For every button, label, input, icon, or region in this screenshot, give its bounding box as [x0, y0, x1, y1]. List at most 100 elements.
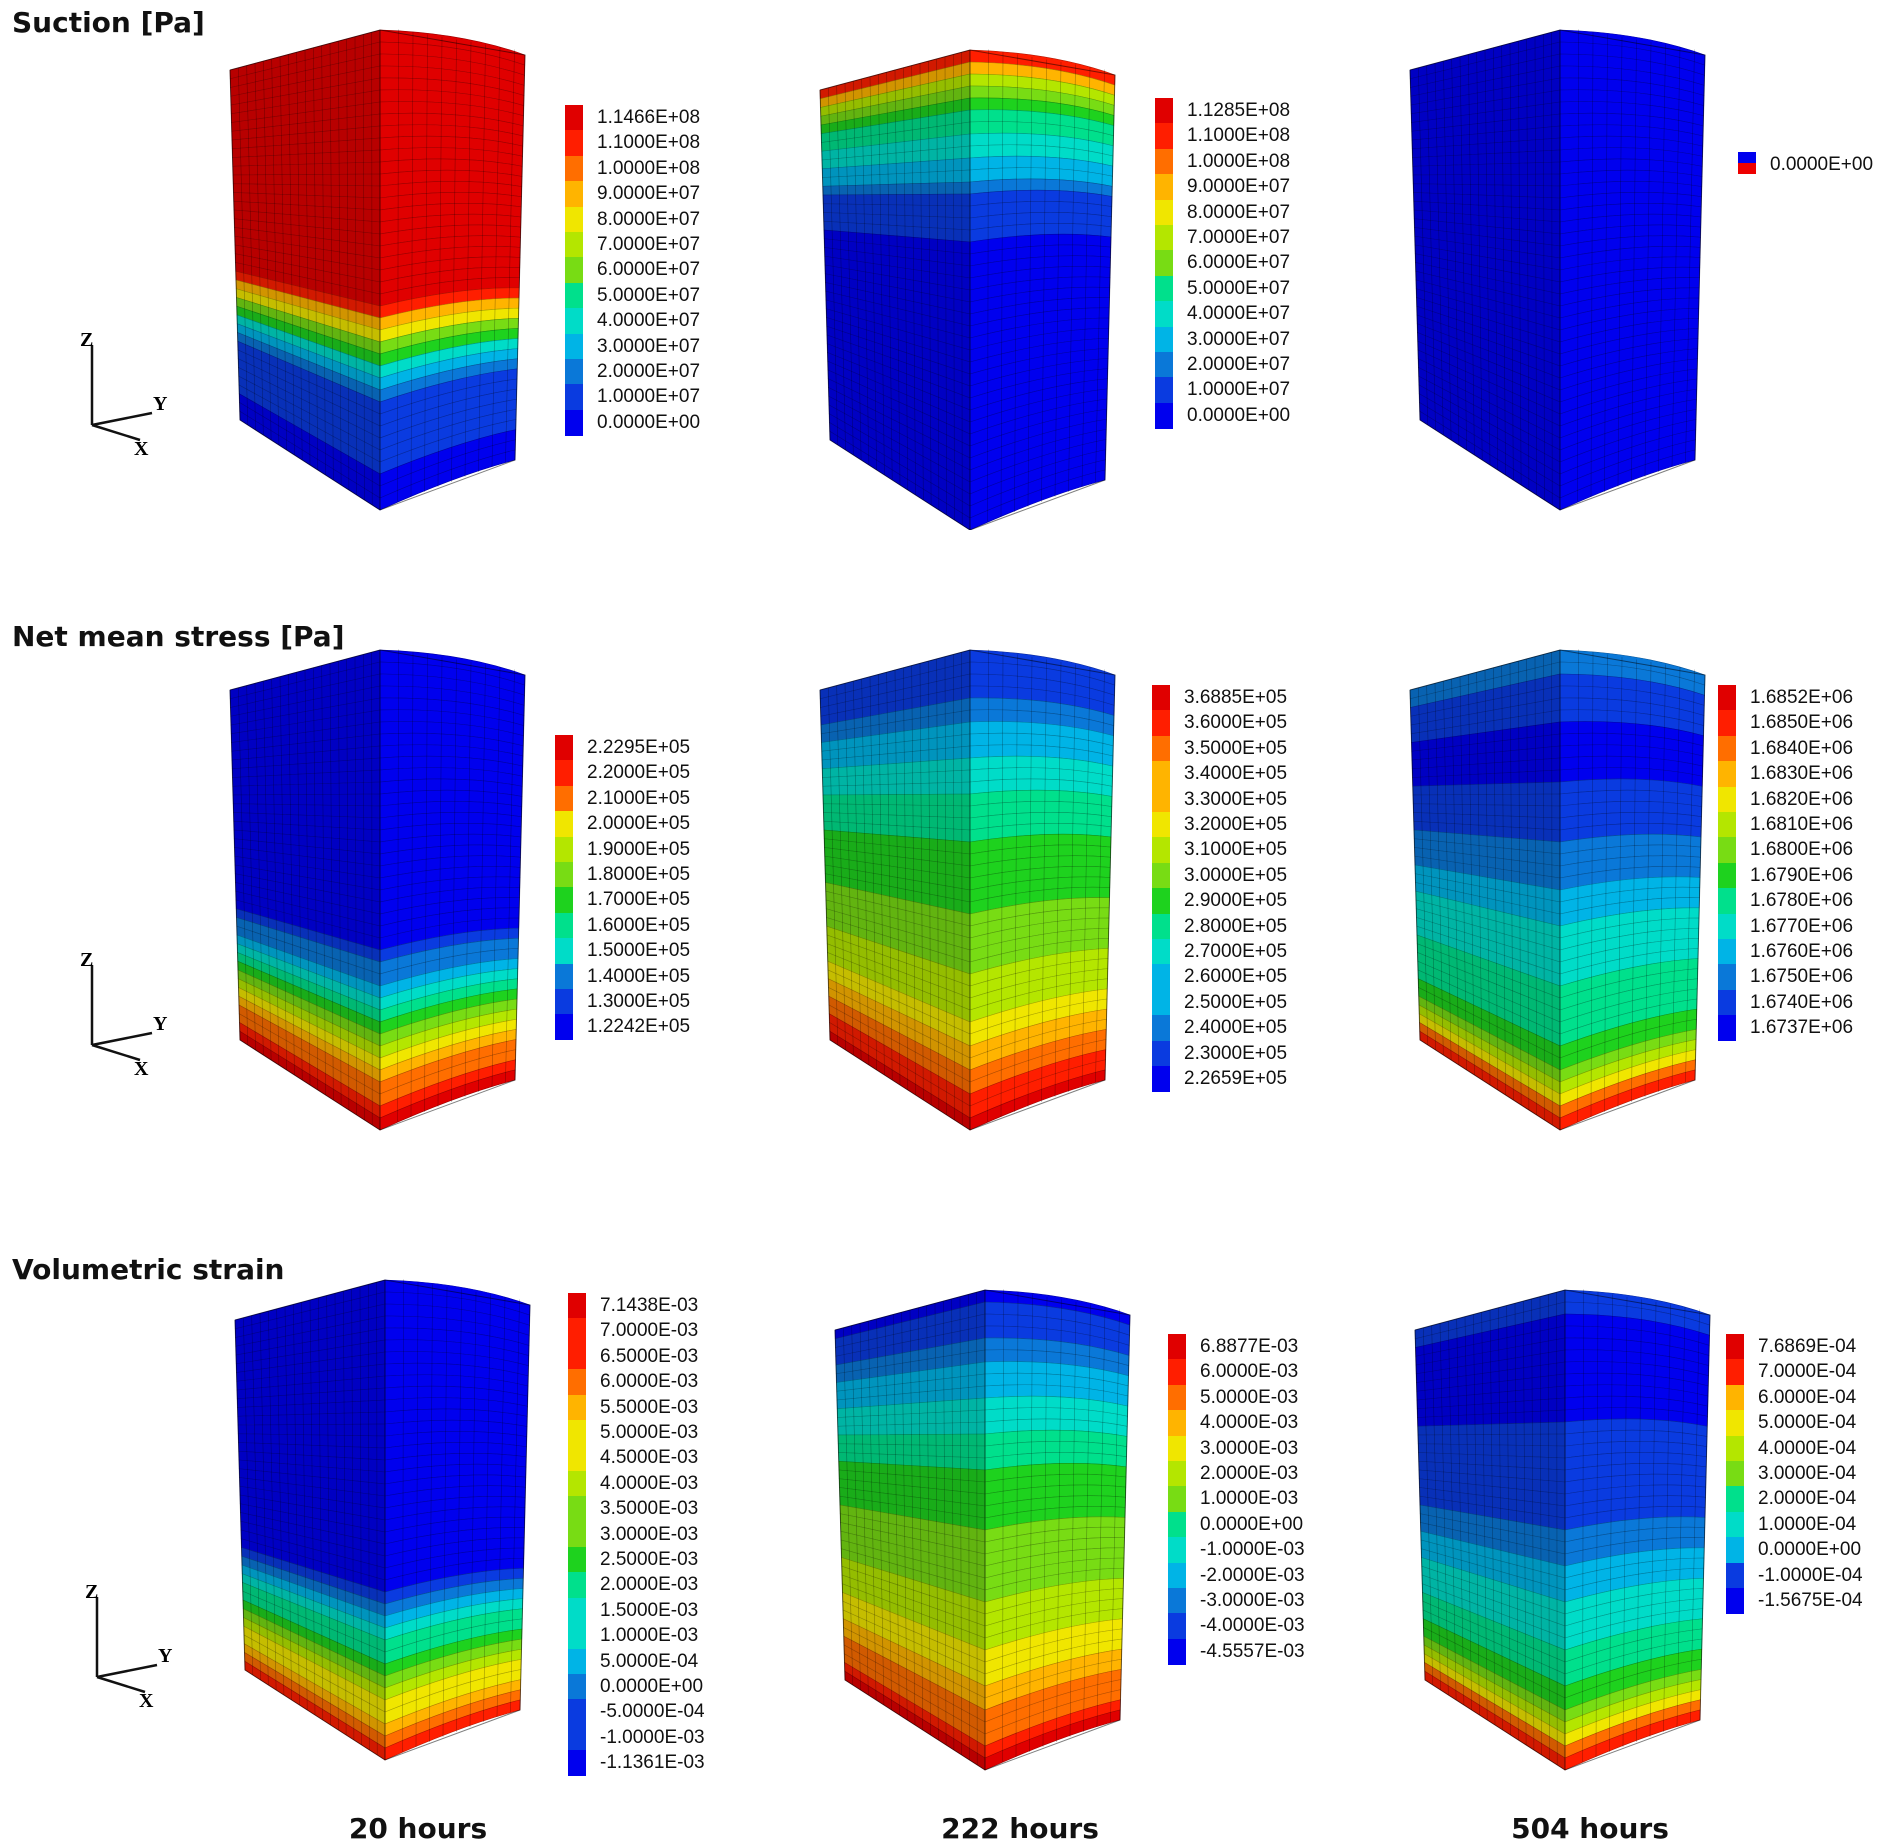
legend-label: 5.0000E+07: [1187, 277, 1291, 299]
block-faces: [234, 1279, 531, 1761]
legend-item: 1.6800E+06: [1718, 837, 1892, 864]
legend-item: 2.2295E+05: [555, 735, 815, 761]
legend-item: 2.9000E+05: [1152, 888, 1412, 915]
legend-swatch: [555, 887, 573, 914]
legend-label: 3.4000E+05: [1184, 763, 1288, 785]
legend-swatch: [1726, 1334, 1744, 1360]
legend-label: 2.8000E+05: [1184, 915, 1288, 937]
legend-item: 3.0000E-04: [1726, 1461, 1892, 1487]
legend-swatch: [568, 1597, 586, 1624]
legend-swatch: [555, 862, 573, 888]
legend-label: 4.0000E-04: [1758, 1437, 1857, 1459]
legend-label: 7.6869E-04: [1758, 1336, 1857, 1357]
legend-label: 1.6740E+06: [1750, 991, 1854, 1013]
column-label-222-hours: 222 hours: [941, 1812, 1099, 1845]
legend-swatch: [1155, 326, 1173, 353]
legend-swatch: [555, 963, 573, 990]
block-faces: [1414, 1289, 1711, 1771]
legend-label: 1.4000E+05: [587, 965, 691, 987]
legend-swatch: [568, 1369, 586, 1396]
legend-label: -1.0000E-03: [1200, 1539, 1305, 1561]
block-faces: [819, 49, 1116, 530]
legend-swatch: [1168, 1410, 1186, 1437]
legend-label: 1.0000E-04: [1758, 1513, 1857, 1535]
legend-swatch: [1718, 761, 1736, 788]
legend-label: 1.6760E+06: [1750, 941, 1854, 962]
legend-item: 3.6000E+05: [1152, 710, 1412, 737]
legend-swatch: [1155, 225, 1173, 251]
legend-item: 1.6780E+06: [1718, 888, 1892, 915]
legend-label: 8.0000E+07: [1187, 201, 1291, 223]
column-label-504-hours: 504 hours: [1511, 1812, 1669, 1845]
legend-label: 2.4000E+05: [1184, 1017, 1288, 1039]
legend-label: 1.9000E+05: [587, 838, 691, 860]
mesh-lines: [243, 1279, 520, 1756]
legend-item: 0.0000E+00: [1168, 1511, 1428, 1538]
legend-label: 2.0000E-03: [600, 1574, 699, 1596]
legend-item: 1.1466E+08: [565, 105, 825, 131]
legend-label: 1.1000E+08: [1187, 125, 1291, 147]
legend-swatch: [568, 1343, 586, 1370]
legend-label: 6.0000E+07: [597, 259, 701, 281]
legend-label: -1.5675E-04: [1758, 1590, 1863, 1611]
legend-swatch: [1718, 964, 1736, 991]
legend-swatch: [1168, 1588, 1186, 1614]
legend-item: 5.0000E+07: [565, 282, 825, 309]
legend-swatch: [1168, 1435, 1186, 1462]
block-faces: [819, 649, 1116, 1131]
block-volumetric-strain-222h: [834, 1289, 1131, 1771]
legend-swatch: [1152, 685, 1170, 711]
legend-label: 6.0000E-04: [1758, 1386, 1857, 1408]
legend-swatch: [1168, 1562, 1186, 1589]
legend-swatch: [555, 785, 573, 812]
legend-item: 3.3000E+05: [1152, 786, 1412, 813]
legend-item: 1.6000E+05: [555, 912, 815, 939]
legend-label: 2.0000E+07: [597, 361, 701, 382]
legend-item: 1.6760E+06: [1718, 939, 1892, 965]
legend-item: 5.0000E+07: [1155, 275, 1415, 302]
legend-item: 2.6000E+05: [1152, 964, 1412, 991]
legend-swatch: [568, 1521, 586, 1548]
legend-item: -4.5557E-03: [1168, 1638, 1428, 1665]
legend-item: 7.6869E-04: [1726, 1334, 1892, 1360]
legend-label: 1.0000E+07: [597, 386, 701, 408]
legend-item: 1.0000E+08: [565, 155, 825, 182]
legend-item: 2.0000E-03: [1168, 1461, 1428, 1487]
legend-swatch: [1726, 1410, 1744, 1437]
legend-label: 2.6000E+05: [1184, 966, 1288, 988]
legend-swatch: [1718, 786, 1736, 813]
legend-swatch: [565, 232, 583, 258]
legend-item: 0.0000E+00: [565, 409, 825, 436]
legend-item: 4.0000E+07: [1155, 301, 1415, 328]
axis-label-y: Y: [158, 1645, 173, 1667]
legend-swatch: [1152, 786, 1170, 813]
legend-label: 3.2000E+05: [1184, 814, 1288, 835]
legend-item: 2.0000E+07: [565, 359, 825, 385]
block-volumetric-strain-504h: [1414, 1289, 1711, 1771]
legend-label: 1.6820E+06: [1750, 788, 1854, 810]
legend-label: 1.3000E+05: [587, 991, 691, 1012]
legend-item: 2.2000E+05: [555, 760, 815, 787]
legend-swatch: [1168, 1359, 1186, 1386]
legend-item: 2.5000E+05: [1152, 989, 1412, 1016]
legend-swatch: [565, 333, 583, 360]
legend-swatch: [1168, 1613, 1186, 1640]
legend-item: 3.6885E+05: [1152, 685, 1412, 711]
legend-label: 3.3000E+05: [1184, 788, 1288, 810]
legend-label: 1.0000E-03: [1200, 1488, 1299, 1510]
legend-swatch: [568, 1394, 586, 1421]
legend-swatch: [1726, 1537, 1744, 1564]
legend-label: 2.0000E+07: [1187, 354, 1291, 375]
legend-swatch: [1726, 1511, 1744, 1538]
legend-item: 1.0000E+08: [1155, 148, 1415, 175]
legend-item: 1.5000E-03: [568, 1597, 828, 1624]
legend-label: 1.0000E+08: [1187, 150, 1291, 172]
legend-item: 1.0000E+07: [1155, 377, 1415, 404]
legend-label: 2.7000E+05: [1184, 941, 1288, 962]
legend-swatch: [1726, 1461, 1744, 1487]
legend-item: 1.7000E+05: [555, 887, 815, 914]
legend-item: 1.6770E+06: [1718, 913, 1892, 940]
legend-label: 7.0000E+07: [597, 234, 701, 255]
legend-item: 1.4000E+05: [555, 963, 815, 990]
legend-item: 2.8000E+05: [1152, 913, 1412, 940]
